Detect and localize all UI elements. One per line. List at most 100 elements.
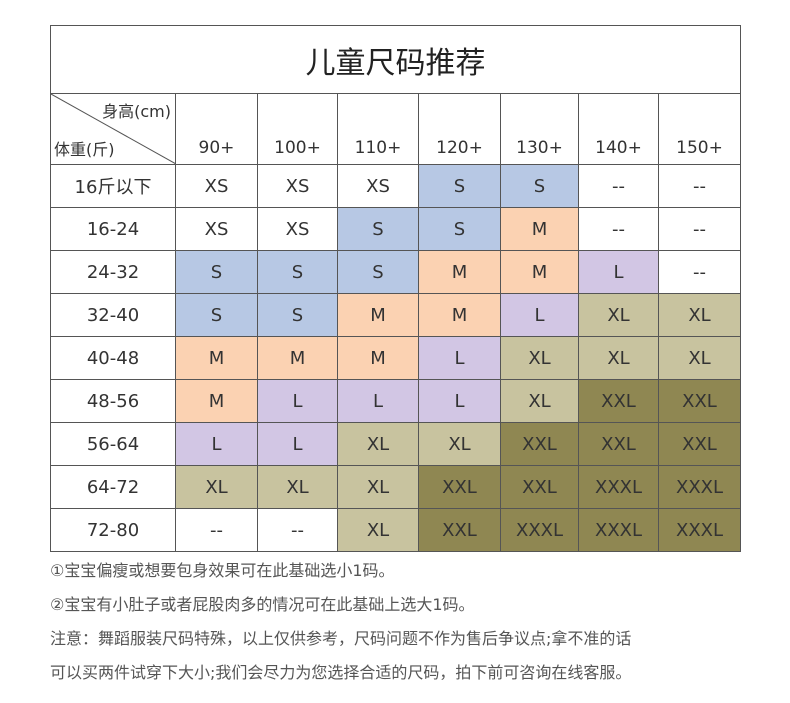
size-cell: XL [578, 293, 659, 337]
size-cell: S [500, 164, 579, 208]
title: 儿童尺码推荐 [50, 25, 741, 94]
size-cell: L [578, 250, 659, 294]
size-cell: M [418, 250, 501, 294]
size-row: 16-24 XS XS S S M -- -- [50, 207, 741, 251]
size-cell: -- [658, 250, 741, 294]
table-body: 儿童尺码推荐 身高(cm) 体重(斤) 90+ 100+ 110+ 120+ 130+ 1… [50, 25, 741, 552]
note: ①宝宝偏瘦或想要包身效果可在此基础选小1码。 [50, 561, 395, 580]
size-cell: M [337, 293, 419, 337]
height-label: 身高(cm) [102, 102, 171, 121]
size-cell: M [500, 207, 579, 251]
size-cell: S [337, 250, 419, 294]
size-cell: S [257, 293, 338, 337]
size-cell: XS [257, 207, 338, 251]
row-label: 16斤以下 [50, 164, 176, 208]
size-cell: L [257, 422, 338, 466]
column-header: 130+ [500, 93, 579, 165]
column-header: 110+ [337, 93, 419, 165]
size-cell: S [175, 293, 258, 337]
size-cell: XXL [418, 508, 501, 552]
size-cell: XS [175, 164, 258, 208]
size-cell: XXL [500, 465, 579, 509]
weight-label: 体重(斤) [54, 140, 115, 159]
size-cell: XL [418, 422, 501, 466]
size-cell: XXL [500, 422, 579, 466]
size-cell: XXL [658, 422, 741, 466]
size-cell: XXXL [578, 508, 659, 552]
size-cell: XL [578, 336, 659, 380]
size-cell: L [337, 379, 419, 423]
size-cell: XL [658, 293, 741, 337]
header-row: 身高(cm) 体重(斤) 90+ 100+ 110+ 120+ 130+ 140+ 150+ [50, 93, 741, 165]
size-row: 56-64 L L XL XL XXL XXL XXL [50, 422, 741, 466]
row-label: 64-72 [50, 465, 176, 509]
size-cell: -- [175, 508, 258, 552]
column-header: 100+ [257, 93, 338, 165]
column-header: 120+ [418, 93, 501, 165]
row-label: 16-24 [50, 207, 176, 251]
size-row: 32-40 S S M M L XL XL [50, 293, 741, 337]
size-cell: XXL [418, 465, 501, 509]
size-cell: S [418, 164, 501, 208]
size-cell: XXXL [658, 508, 741, 552]
size-cell: -- [578, 207, 659, 251]
size-cell: XXL [658, 379, 741, 423]
row-label: 32-40 [50, 293, 176, 337]
size-cell: XXXL [500, 508, 579, 552]
size-cell: M [175, 336, 258, 380]
diagonal [51, 94, 176, 164]
size-cell: XS [175, 207, 258, 251]
size-cell: XS [337, 164, 419, 208]
size-cell: XL [500, 336, 579, 380]
size-cell: -- [578, 164, 659, 208]
size-cell: M [175, 379, 258, 423]
corner-cell: 身高(cm) 体重(斤) [50, 93, 176, 165]
size-cell: L [257, 379, 338, 423]
note: 注意：舞蹈服装尺码特殊，以上仅供参考，尺码问题不作为售后争议点;拿不准的话 [50, 629, 632, 648]
size-cell: L [418, 336, 501, 380]
size-cell: L [175, 422, 258, 466]
note: 可以买两件试穿下大小;我们会尽力为您选择合适的尺码，拍下前可咨询在线客服。 [50, 663, 632, 682]
column-header: 150+ [658, 93, 741, 165]
row-label: 72-80 [50, 508, 176, 552]
size-cell: -- [257, 508, 338, 552]
size-cell: S [337, 207, 419, 251]
size-cell: XL [257, 465, 338, 509]
size-cell: XL [500, 379, 579, 423]
size-row: 16斤以下 XS XS XS S S -- -- [50, 164, 741, 208]
row-label: 48-56 [50, 379, 176, 423]
size-cell: XL [337, 508, 419, 552]
size-cell: M [500, 250, 579, 294]
size-cell: L [418, 379, 501, 423]
size-cell: S [257, 250, 338, 294]
size-row: 72-80 -- -- XL XXL XXXL XXXL XXXL [50, 508, 741, 552]
row-label: 40-48 [50, 336, 176, 380]
size-table: 儿童尺码推荐 身高(cm) 体重(斤) 90+ 100+ 110+ 120+ 130+ 1… [50, 25, 741, 552]
size-cell: XL [658, 336, 741, 380]
column-header: 90+ [175, 93, 258, 165]
size-cell: XXXL [578, 465, 659, 509]
column-header: 140+ [578, 93, 659, 165]
size-cell: S [175, 250, 258, 294]
size-cell: M [337, 336, 419, 380]
size-cell: M [418, 293, 501, 337]
size-cell: -- [658, 164, 741, 208]
size-cell: S [418, 207, 501, 251]
row-label: 24-32 [50, 250, 176, 294]
size-cell: XL [175, 465, 258, 509]
size-cell: XL [337, 422, 419, 466]
size-cell: -- [658, 207, 741, 251]
size-row: 48-56 M L L L XL XXL XXL [50, 379, 741, 423]
size-cell: XXL [578, 379, 659, 423]
size-cell: XXL [578, 422, 659, 466]
title-row: 儿童尺码推荐 [50, 25, 741, 94]
size-cell: M [257, 336, 338, 380]
size-row: 64-72 XL XL XL XXL XXL XXXL XXXL [50, 465, 741, 509]
size-cell: XXXL [658, 465, 741, 509]
row-label: 56-64 [50, 422, 176, 466]
size-row: 24-32 S S S M M L -- [50, 250, 741, 294]
notes: ①宝宝偏瘦或想要包身效果可在此基础选小1码。 ②宝宝有小肚子或者屁股肉多的情况可在… [50, 558, 631, 694]
note: ②宝宝有小肚子或者屁股肉多的情况可在此基础上选大1码。 [50, 595, 475, 614]
size-row: 40-48 M M M L XL XL XL [50, 336, 741, 380]
